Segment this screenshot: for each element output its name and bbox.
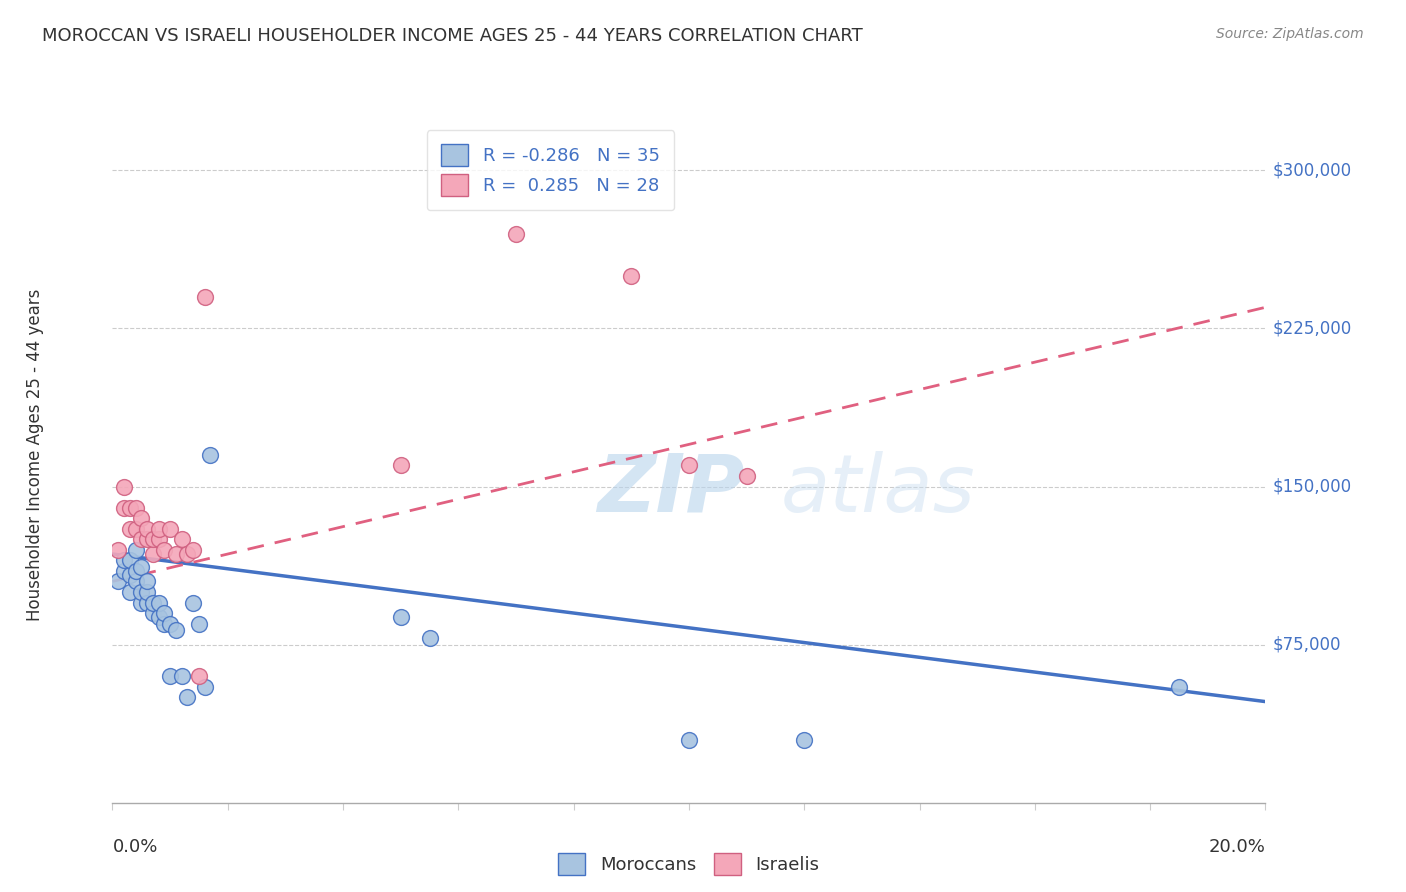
Point bbox=[419, 632, 441, 646]
Point bbox=[793, 732, 815, 747]
Text: $150,000: $150,000 bbox=[1272, 477, 1351, 496]
Point bbox=[159, 616, 181, 631]
Point bbox=[142, 547, 165, 561]
Point bbox=[118, 585, 141, 599]
Point bbox=[389, 458, 412, 473]
Point bbox=[148, 595, 170, 609]
Point bbox=[188, 616, 211, 631]
Point bbox=[188, 669, 211, 683]
Point bbox=[170, 669, 193, 683]
Point bbox=[136, 533, 159, 547]
Point bbox=[136, 585, 159, 599]
Point bbox=[136, 574, 159, 589]
Legend: Moroccans, Israelis: Moroccans, Israelis bbox=[550, 844, 828, 884]
Point bbox=[148, 522, 170, 536]
Point bbox=[118, 568, 141, 582]
Point bbox=[1167, 680, 1189, 694]
Point bbox=[389, 610, 412, 624]
Point bbox=[142, 606, 165, 620]
Point bbox=[112, 500, 135, 515]
Point bbox=[194, 680, 217, 694]
Point bbox=[124, 564, 146, 578]
Point bbox=[107, 542, 129, 557]
Point bbox=[678, 732, 700, 747]
Point bbox=[159, 669, 181, 683]
Point bbox=[159, 522, 181, 536]
Point bbox=[620, 268, 643, 283]
Point bbox=[153, 606, 176, 620]
Point bbox=[678, 458, 700, 473]
Point bbox=[142, 595, 165, 609]
Point bbox=[148, 610, 170, 624]
Point bbox=[176, 547, 198, 561]
Point bbox=[124, 542, 146, 557]
Point bbox=[112, 479, 135, 493]
Point bbox=[124, 574, 146, 589]
Text: MOROCCAN VS ISRAELI HOUSEHOLDER INCOME AGES 25 - 44 YEARS CORRELATION CHART: MOROCCAN VS ISRAELI HOUSEHOLDER INCOME A… bbox=[42, 27, 863, 45]
Point bbox=[176, 690, 198, 705]
Text: $225,000: $225,000 bbox=[1272, 319, 1351, 337]
Point bbox=[107, 574, 129, 589]
Text: 0.0%: 0.0% bbox=[112, 838, 157, 856]
Point bbox=[181, 542, 204, 557]
Point bbox=[505, 227, 527, 241]
Point bbox=[124, 522, 146, 536]
Point bbox=[735, 469, 758, 483]
Text: $300,000: $300,000 bbox=[1272, 161, 1351, 179]
Text: Householder Income Ages 25 - 44 years: Householder Income Ages 25 - 44 years bbox=[27, 289, 44, 621]
Point bbox=[136, 595, 159, 609]
Point bbox=[165, 623, 187, 637]
Point bbox=[129, 595, 153, 609]
Point bbox=[153, 542, 176, 557]
Text: 20.0%: 20.0% bbox=[1209, 838, 1265, 856]
Point bbox=[153, 616, 176, 631]
Point bbox=[142, 533, 165, 547]
Point bbox=[129, 533, 153, 547]
Text: Source: ZipAtlas.com: Source: ZipAtlas.com bbox=[1216, 27, 1364, 41]
Point bbox=[148, 533, 170, 547]
Point bbox=[124, 500, 146, 515]
Point bbox=[129, 511, 153, 525]
Point bbox=[165, 547, 187, 561]
Point bbox=[118, 553, 141, 567]
Point bbox=[170, 533, 193, 547]
Point bbox=[129, 585, 153, 599]
Point bbox=[194, 290, 217, 304]
Text: atlas: atlas bbox=[782, 450, 976, 529]
Point bbox=[181, 595, 204, 609]
Point bbox=[136, 522, 159, 536]
Text: $75,000: $75,000 bbox=[1272, 636, 1341, 654]
Point bbox=[112, 564, 135, 578]
Text: ZIP: ZIP bbox=[596, 450, 744, 529]
Point bbox=[118, 522, 141, 536]
Point bbox=[118, 500, 141, 515]
Point bbox=[200, 448, 222, 462]
Point bbox=[112, 553, 135, 567]
Point bbox=[129, 559, 153, 574]
